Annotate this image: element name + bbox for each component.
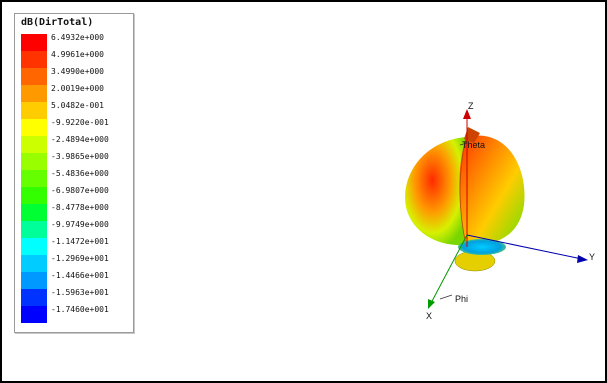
legend-tick-label: -9.9749e+000 [51, 220, 109, 229]
legend-swatch [21, 34, 47, 51]
legend-swatch [21, 272, 47, 289]
legend-tick-label: -1.1472e+001 [51, 237, 109, 246]
legend-swatch [21, 119, 47, 136]
z-axis-label: Z [468, 101, 474, 111]
legend-swatch [21, 102, 47, 119]
legend-tick-label: -3.9865e+000 [51, 152, 109, 161]
legend-tick-label: -1.7460e+001 [51, 305, 109, 314]
legend-swatch [21, 187, 47, 204]
legend-tick-label: -1.2969e+001 [51, 254, 109, 263]
legend-title: dB(DirTotal) [21, 17, 94, 28]
legend-tick-label: 5.0482e-001 [51, 101, 104, 110]
z-arrowhead [463, 109, 471, 119]
legend-swatch [21, 136, 47, 153]
legend-swatch [21, 255, 47, 272]
legend-swatch [21, 238, 47, 255]
y-axis [466, 234, 583, 260]
legend-swatch [21, 204, 47, 221]
main-lobe-right [459, 135, 525, 246]
y-axis-label: Y [589, 252, 595, 262]
phi-arc [439, 294, 453, 300]
legend-tick-label: -5.4836e+000 [51, 169, 109, 178]
legend-tick-label: -1.5963e+001 [51, 288, 109, 297]
legend-swatch [21, 85, 47, 102]
lobe-tip [464, 127, 480, 143]
color-legend: dB(DirTotal) 6.4932e+000 4.9961e+000 3.499… [14, 13, 134, 333]
legend-tick-label: -8.4778e+000 [51, 203, 109, 212]
x-axis-label: X [426, 311, 432, 321]
y-arrowhead [577, 255, 588, 263]
legend-swatch [21, 68, 47, 85]
main-lobe-left [405, 137, 466, 246]
legend-swatch [21, 306, 47, 323]
legend-tick-label: -1.4466e+001 [51, 271, 109, 280]
radiation-pattern-plot[interactable]: Z Y X Theta Phi [382, 87, 607, 327]
legend-tick-label: 3.4990e+000 [51, 67, 104, 76]
legend-swatch [21, 289, 47, 306]
lobe-seam [459, 136, 467, 246]
x-arrowhead [428, 299, 435, 309]
legend-tick-label: 4.9961e+000 [51, 50, 104, 59]
legend-tick-label: -6.9807e+000 [51, 186, 109, 195]
legend-tick-label: 2.0019e+000 [51, 84, 104, 93]
legend-tick-label: 6.4932e+000 [51, 33, 104, 42]
phi-label: Phi [455, 294, 468, 304]
legend-swatch [21, 221, 47, 238]
bottom-blob [458, 239, 506, 255]
x-axis [429, 234, 468, 306]
legend-swatch [21, 153, 47, 170]
theta-label: Theta [462, 140, 485, 150]
legend-swatch [21, 51, 47, 68]
theta-arc [459, 142, 468, 146]
legend-swatch [21, 170, 47, 187]
legend-tick-label: -9.9220e-001 [51, 118, 109, 127]
legend-tick-label: -2.4894e+000 [51, 135, 109, 144]
